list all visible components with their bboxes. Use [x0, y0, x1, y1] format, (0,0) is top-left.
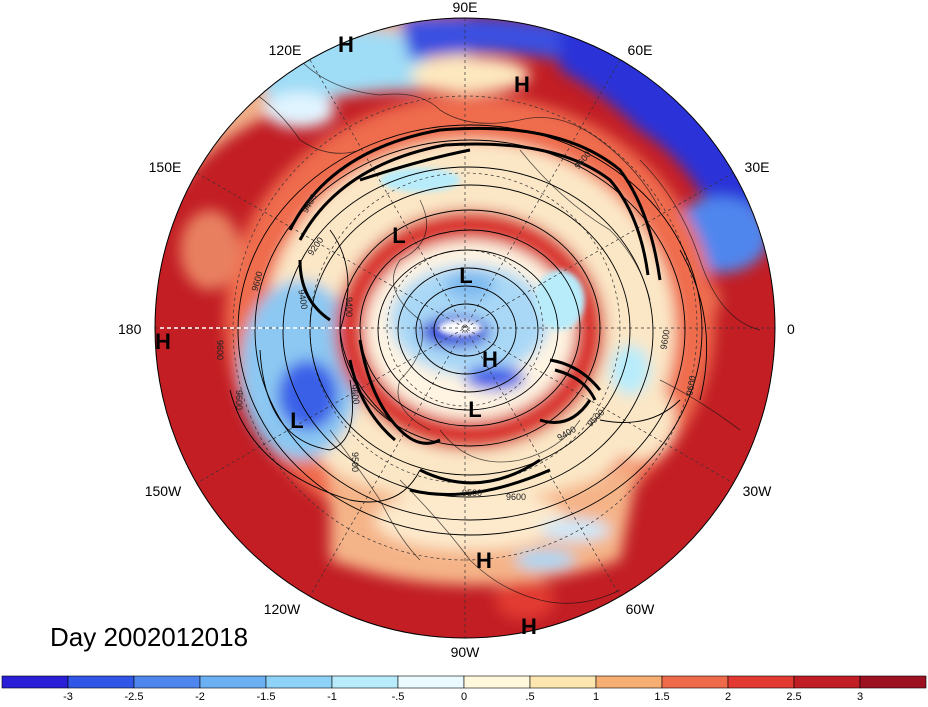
contour-label: 9500 [350, 452, 360, 472]
map-boundary [154, 17, 776, 639]
colorbar-tick-label: -1.5 [257, 691, 276, 702]
colorbar-swatch [859, 675, 927, 689]
colorbar-tick-label: -2.5 [125, 691, 144, 702]
high-pressure-center: H [155, 329, 171, 354]
colorbar-swatch [463, 675, 531, 689]
contour-label: 9600 [506, 492, 526, 502]
colorbar-swatch [1, 675, 69, 689]
colorbar-swatch [199, 675, 267, 689]
anomaly-field [155, 18, 775, 638]
colorbar-swatch [265, 675, 333, 689]
colorbar-tick-label: 1 [593, 691, 599, 702]
colorbar: -3 -2.5 -2 -1.5 -1 -.5 0 .5 1 1.5 2 2.5 3 [1, 675, 927, 703]
colorbar-swatch [793, 675, 861, 689]
colorbar-tick-label: -3 [63, 691, 73, 702]
high-pressure-center: H [476, 548, 492, 573]
colorbar-tick-label: 2.5 [786, 691, 801, 702]
low-pressure-center: L [468, 397, 481, 422]
contour-label: 9600 [658, 329, 671, 350]
colorbar-swatch [529, 675, 597, 689]
longitude-label: 60E [628, 42, 653, 58]
longitude-label: 120W [264, 601, 301, 617]
colorbar-swatch [727, 675, 795, 689]
colorbar-tick-label: 1.5 [654, 691, 669, 702]
colorbar-tick-label: 2 [725, 691, 731, 702]
high-pressure-center: H [338, 32, 354, 57]
map-title: Day 2002012018 [50, 622, 248, 652]
longitude-label: 0 [787, 321, 795, 337]
longitude-label: 30E [745, 159, 770, 175]
colorbar-tick-label: .5 [525, 691, 534, 702]
colorbar-swatch [661, 675, 729, 689]
colorbar-tick-label: -1 [327, 691, 337, 702]
contour-labels: 9600940092009400960096009600940096009500… [215, 149, 698, 502]
colorbar-swatch [331, 675, 399, 689]
high-pressure-center: H [482, 347, 498, 372]
colorbar-swatch [595, 675, 663, 689]
height-contours [229, 124, 708, 536]
longitude-label: 150E [149, 159, 182, 175]
contour-label: 9600 [215, 340, 225, 360]
colorbar-swatch [397, 675, 465, 689]
contour-label: 9400 [296, 289, 309, 310]
contour-label: 9600 [348, 384, 361, 405]
high-pressure-center: H [521, 614, 537, 639]
contour-label: 9600 [684, 375, 697, 396]
longitude-label: 180 [118, 321, 142, 337]
jet-isotachs [288, 126, 662, 496]
contour-label: 9400 [344, 297, 354, 317]
longitude-label: 120E [269, 42, 302, 58]
low-pressure-center: L [392, 223, 405, 248]
high-pressure-center: H [514, 72, 530, 97]
low-pressure-center: L [459, 263, 472, 288]
longitude-label: 150W [145, 483, 182, 499]
low-pressure-center: L [290, 408, 303, 433]
longitude-label: 30W [743, 483, 773, 499]
colorbar-tick-label: -2 [195, 691, 205, 702]
colorbar-swatch [133, 675, 201, 689]
colorbar-tick-label: 3 [857, 691, 863, 702]
longitude-labels: 90E 120E 60E 150E 30E 180 0 150W 30W 120W 60W 90W [118, 0, 795, 660]
colorbar-tick-label: 0 [461, 691, 467, 702]
contour-label: 9500 [462, 488, 482, 498]
contour-label: 9600 [234, 390, 244, 410]
colorbar-swatch [67, 675, 135, 689]
longitude-label: 60W [626, 601, 656, 617]
longitude-label: 90E [453, 0, 478, 15]
colorbar-tick-label: -.5 [392, 691, 405, 702]
longitude-label: 90W [451, 644, 481, 660]
